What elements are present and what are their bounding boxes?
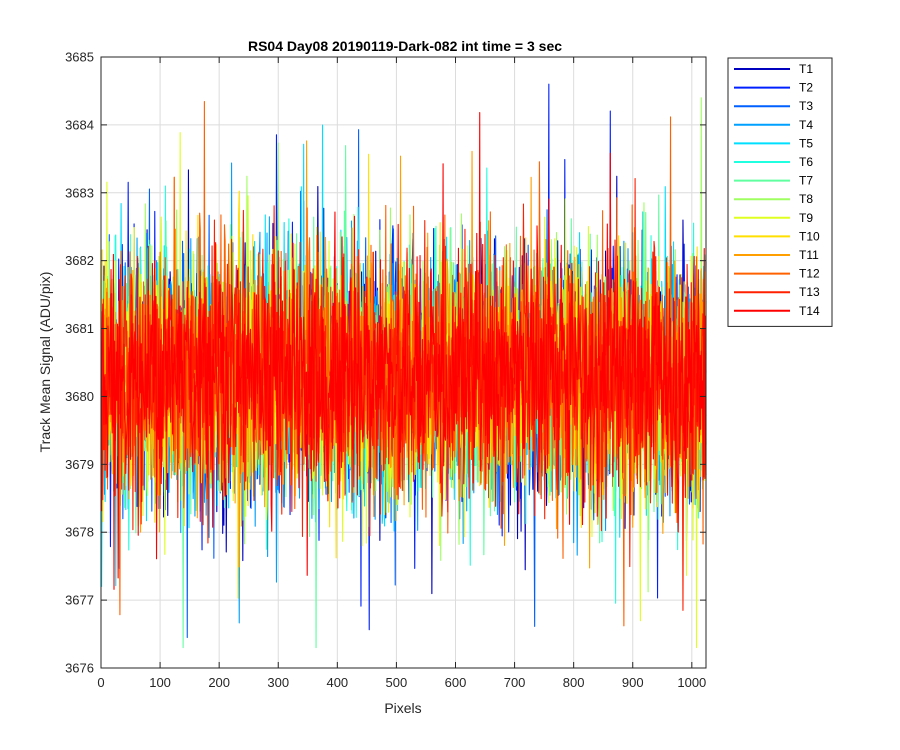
legend-label-t13: T13 — [799, 285, 820, 299]
legend-label-t5: T5 — [799, 136, 813, 150]
legend-label-t11: T11 — [799, 248, 819, 262]
x-tick-label: 800 — [563, 675, 585, 690]
y-tick-label: 3676 — [65, 661, 94, 676]
series-layer — [101, 83, 707, 649]
chart-title: RS04 Day08 20190119-Dark-082 int time = … — [248, 38, 562, 54]
legend-label-t8: T8 — [799, 192, 813, 206]
legend-label-t12: T12 — [799, 267, 820, 281]
x-tick-label: 0 — [97, 675, 104, 690]
y-tick-label: 3685 — [65, 50, 94, 65]
legend: T1 T2 T3 T4 T5 T6 T7 T8 T9 T10 T11 T12 T13 T14 — [727, 57, 833, 327]
legend-box — [727, 57, 833, 327]
x-tick-label: 700 — [504, 675, 526, 690]
legend-label-t1: T1 — [799, 62, 813, 76]
legend-label-t3: T3 — [799, 99, 813, 113]
x-tick-label: 100 — [149, 675, 171, 690]
y-tick-label: 3678 — [65, 525, 94, 540]
y-tick-label: 3680 — [65, 389, 94, 404]
y-tick-label: 3683 — [65, 185, 94, 200]
legend-label-t14: T14 — [799, 304, 820, 318]
plot-frame — [100, 56, 707, 669]
x-axis-label: Pixels — [384, 700, 421, 716]
y-tick-label: 3679 — [65, 457, 94, 472]
legend-label-t10: T10 — [799, 229, 820, 243]
x-tick-label: 500 — [386, 675, 408, 690]
x-tick-label: 300 — [267, 675, 289, 690]
series-line-t14 — [101, 112, 707, 590]
y-tick-label: 3684 — [65, 117, 94, 132]
legend-label-t4: T4 — [799, 118, 813, 132]
ticks: 0 100 200 300 400 500 600 700 800 900 1000 3676 3677… — [65, 50, 706, 691]
x-tick-label: 600 — [445, 675, 467, 690]
y-tick-label: 3682 — [65, 253, 94, 268]
y-axis-label: Track Mean Signal (ADU/pix) — [37, 272, 53, 453]
legend-label-t2: T2 — [799, 81, 813, 95]
x-tick-label: 200 — [208, 675, 230, 690]
x-tick-label: 1000 — [677, 675, 706, 690]
y-tick-label: 3677 — [65, 593, 94, 608]
x-tick-label: 400 — [326, 675, 348, 690]
y-tick-label: 3681 — [65, 321, 94, 336]
legend-label-t6: T6 — [799, 155, 813, 169]
legend-label-t9: T9 — [799, 211, 813, 225]
legend-label-t7: T7 — [799, 174, 813, 188]
x-tick-label: 900 — [622, 675, 644, 690]
